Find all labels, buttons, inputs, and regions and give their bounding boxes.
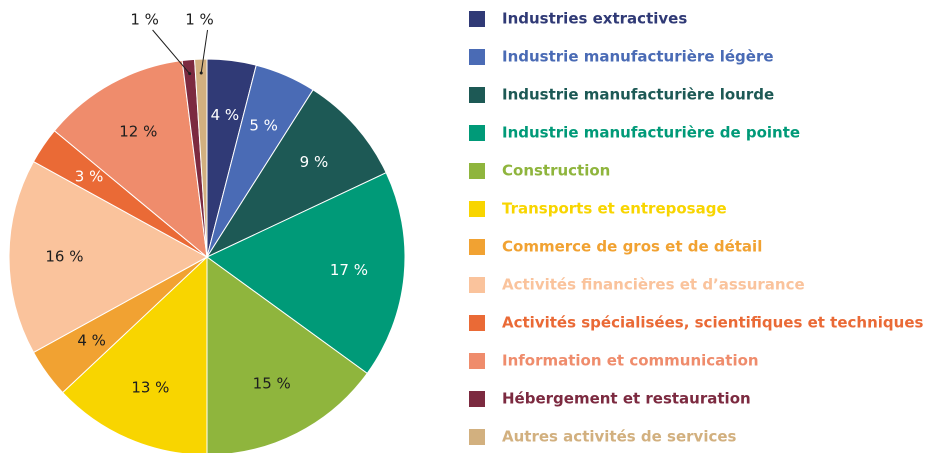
slice-label: 4 % [77, 331, 106, 349]
legend-swatch [469, 315, 485, 331]
legend-label: Transports et entreposage [502, 200, 727, 218]
legend-label: Industrie manufacturière légère [502, 48, 774, 66]
slice-label: 1 % [130, 11, 159, 29]
slice-label: 17 % [330, 261, 368, 279]
leader-line [152, 29, 191, 75]
leader-line [200, 29, 209, 74]
pie-slice [53, 60, 208, 259]
legend-label: Industries extractives [502, 10, 687, 28]
legend-label: Activités spécialisées, scientifiques et… [502, 314, 924, 332]
legend-label: Commerce de gros et de détail [502, 238, 762, 256]
legend-swatch [469, 429, 485, 445]
legend-swatch [469, 49, 485, 65]
legend-swatch [469, 239, 485, 255]
legend-label: Information et communication [502, 352, 759, 370]
pie-slice [206, 172, 406, 375]
slice-label: 3 % [75, 167, 104, 185]
legend-label: Activités financières et d’assurance [502, 276, 805, 294]
slice-label: 9 % [300, 153, 329, 171]
legend-swatch [469, 11, 485, 27]
legend-swatch [469, 163, 485, 179]
pie-slice [8, 160, 209, 354]
slice-label: 5 % [249, 117, 278, 135]
leader-dot [188, 72, 192, 76]
slice-label: 1 % [185, 11, 214, 29]
legend-swatch [469, 391, 485, 407]
legend-label: Hébergement et restauration [502, 390, 751, 408]
pie-slice [61, 255, 208, 453]
legend-swatch [469, 201, 485, 217]
pie-slice [205, 89, 387, 259]
slice-label: 4 % [211, 106, 240, 124]
pie-slice [194, 58, 208, 258]
legend-label: Construction [502, 162, 610, 180]
legend-label: Industrie manufacturière de pointe [502, 124, 800, 142]
legend-label: Autres activités de services [502, 428, 737, 446]
slice-label: 16 % [45, 248, 83, 266]
slice-label: 15 % [253, 375, 291, 393]
slice-label: 12 % [119, 123, 157, 141]
legend-swatch [469, 125, 485, 141]
leader-dot [199, 71, 203, 75]
slice-label: 13 % [131, 378, 169, 396]
legend-swatch [469, 87, 485, 103]
legend-label: Industrie manufacturière lourde [502, 86, 774, 104]
legend-swatch [469, 353, 485, 369]
legend-swatch [469, 277, 485, 293]
pie-slice [206, 256, 368, 453]
